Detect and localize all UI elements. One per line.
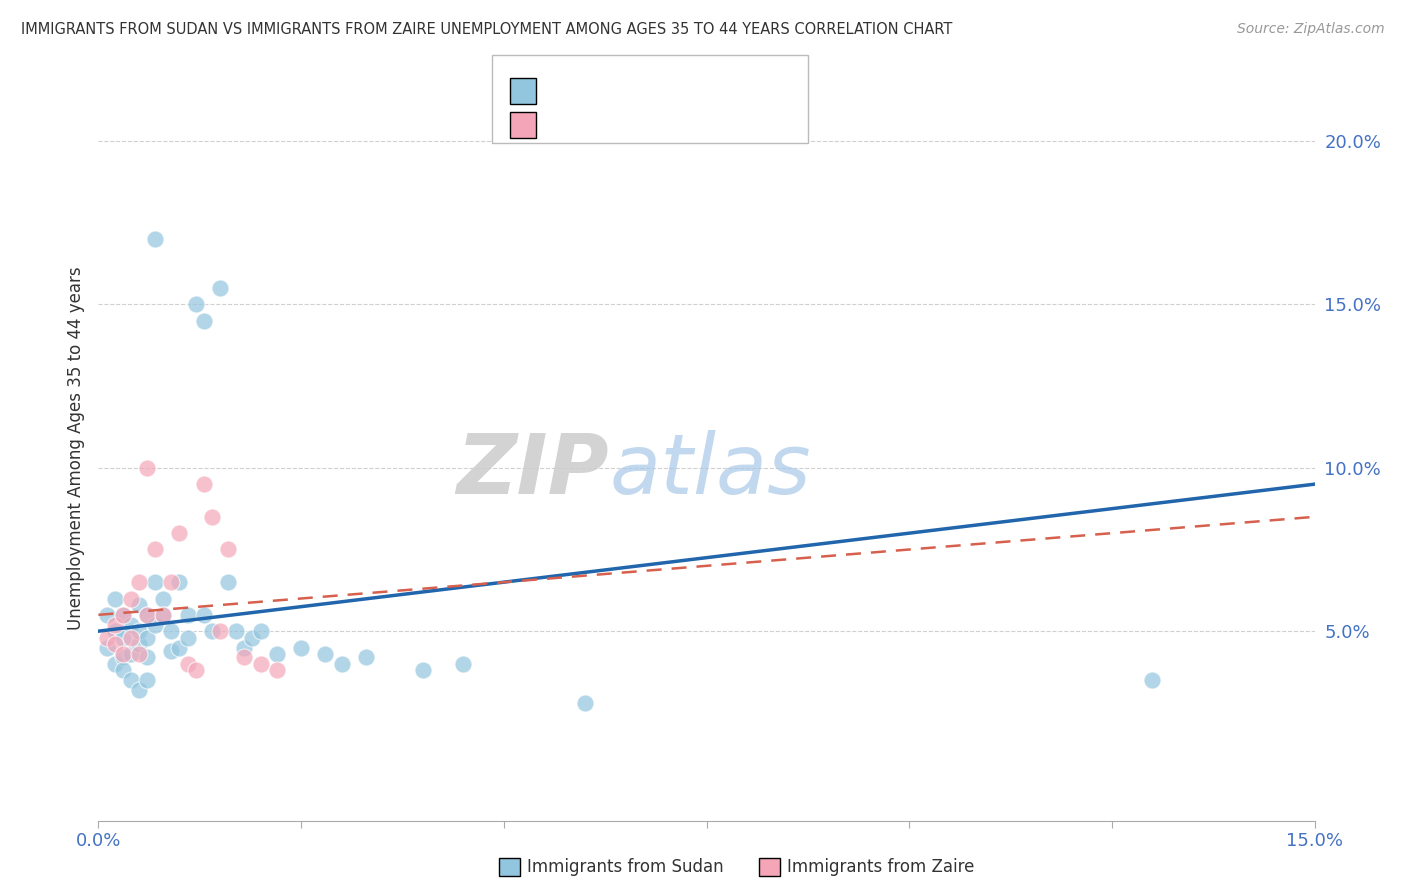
Point [96,640,118,655]
Point [217,542,239,557]
Point [169,575,191,590]
Point [128,637,150,651]
Point [128,575,150,590]
Point [330,657,353,671]
Point [111,650,134,665]
Text: IMMIGRANTS FROM SUDAN VS IMMIGRANTS FROM ZAIRE UNEMPLOYMENT AMONG AGES 35 TO 44 : IMMIGRANTS FROM SUDAN VS IMMIGRANTS FROM… [21,22,952,37]
Point [225,624,247,639]
Point [249,657,271,671]
Point [143,232,166,246]
Text: N = 24: N = 24 [681,120,748,138]
Point [120,591,142,606]
Point [193,314,215,328]
Point [104,617,127,632]
Point [160,575,183,590]
Text: Immigrants from Sudan: Immigrants from Sudan [527,858,724,876]
Point [160,644,183,658]
Point [233,640,256,655]
Point [111,607,134,622]
Point [176,657,198,671]
Point [111,607,134,622]
Point [120,673,142,688]
Point [354,650,377,665]
Point [160,624,183,639]
Point [249,624,271,639]
Point [111,647,134,661]
Point [217,575,239,590]
Point [143,617,166,632]
Point [193,607,215,622]
Point [176,631,198,645]
Point [242,631,264,645]
Point [169,526,191,541]
Point [120,647,142,661]
Point [314,647,336,661]
Point [233,650,256,665]
Point [128,598,150,612]
Point [136,631,159,645]
Point [136,460,159,475]
Point [136,673,159,688]
Point [136,650,159,665]
Text: Immigrants from Zaire: Immigrants from Zaire [787,858,974,876]
Point [176,607,198,622]
Point [193,477,215,491]
Point [412,664,434,678]
Point [184,664,207,678]
Point [128,647,150,661]
Point [104,637,127,651]
Point [201,509,224,524]
Point [152,591,174,606]
Point [1142,673,1164,688]
Point [143,542,166,557]
Text: R =  0.163: R = 0.163 [547,87,643,104]
Point [152,607,174,622]
Point [96,607,118,622]
Text: atlas: atlas [609,430,811,511]
Point [136,607,159,622]
Point [104,591,127,606]
Point [111,631,134,645]
Point [128,624,150,639]
Point [574,696,596,710]
Text: R =  0.087: R = 0.087 [547,120,643,138]
Point [120,617,142,632]
Point [266,647,288,661]
Point [143,575,166,590]
Point [96,631,118,645]
Point [104,657,127,671]
Point [152,607,174,622]
Point [184,297,207,311]
Point [136,607,159,622]
Point [120,631,142,645]
Point [209,624,232,639]
Text: ZIP: ZIP [457,430,609,511]
Point [111,664,134,678]
Point [453,657,475,671]
Point [209,281,232,295]
Point [266,664,288,678]
Point [128,683,150,698]
Point [290,640,312,655]
Text: Source: ZipAtlas.com: Source: ZipAtlas.com [1237,22,1385,37]
Point [104,624,127,639]
Point [201,624,224,639]
Y-axis label: Unemployment Among Ages 35 to 44 years: Unemployment Among Ages 35 to 44 years [66,267,84,630]
Point [169,640,191,655]
Text: N = 50: N = 50 [681,87,748,104]
